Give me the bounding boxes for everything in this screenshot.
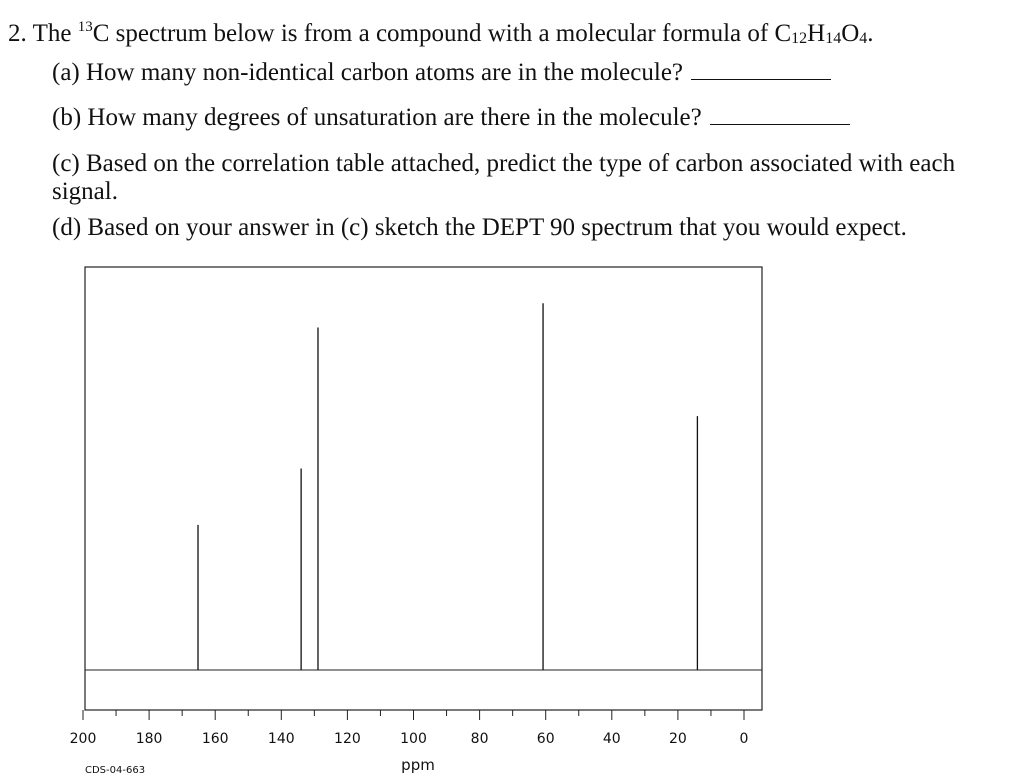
plot-frame <box>84 266 763 711</box>
part-a: (a) How many non-identical carbon atoms … <box>52 58 832 88</box>
x-tick-label: 80 <box>471 731 489 747</box>
intro-text: C spectrum below is from a compound with… <box>92 20 792 47</box>
question-number: 2. <box>8 20 27 47</box>
subscript: 12 <box>791 30 808 47</box>
x-axis-label: ppm <box>401 756 435 774</box>
part-text: (b) How many degrees of unsaturation are… <box>52 104 702 131</box>
x-tick-label: 160 <box>202 731 229 747</box>
superscript: 13 <box>77 19 93 35</box>
part-b: (b) How many degrees of unsaturation are… <box>52 103 850 133</box>
answer-blank <box>709 104 850 125</box>
x-tick-label: 180 <box>136 731 163 747</box>
answer-blank <box>691 59 832 80</box>
part-c: (c) Based on the correlation table attac… <box>52 150 956 205</box>
x-tick-label: 60 <box>537 731 555 747</box>
spectrum-code: CDS-04-663 <box>85 765 145 776</box>
x-tick-label: 40 <box>603 731 621 747</box>
x-tick-label: 20 <box>669 731 687 747</box>
x-tick-label: 0 <box>740 731 749 747</box>
x-tick-label: 100 <box>400 731 427 747</box>
x-tick-label: 200 <box>70 731 97 747</box>
intro-text: O <box>841 20 860 47</box>
intro-text: The <box>32 20 78 47</box>
x-tick-label: 120 <box>334 731 361 747</box>
subscript: 4 <box>859 30 868 47</box>
subscript: 14 <box>825 30 842 47</box>
part-text: (a) How many non-identical carbon atoms … <box>52 59 684 86</box>
part-d: (d) Based on your answer in (c) sketch t… <box>52 214 907 241</box>
intro-text: . <box>867 20 874 47</box>
x-tick-label: 140 <box>268 731 295 747</box>
question-intro: 2. The 13C spectrum below is from a comp… <box>8 12 874 54</box>
intro-text: H <box>807 20 826 47</box>
